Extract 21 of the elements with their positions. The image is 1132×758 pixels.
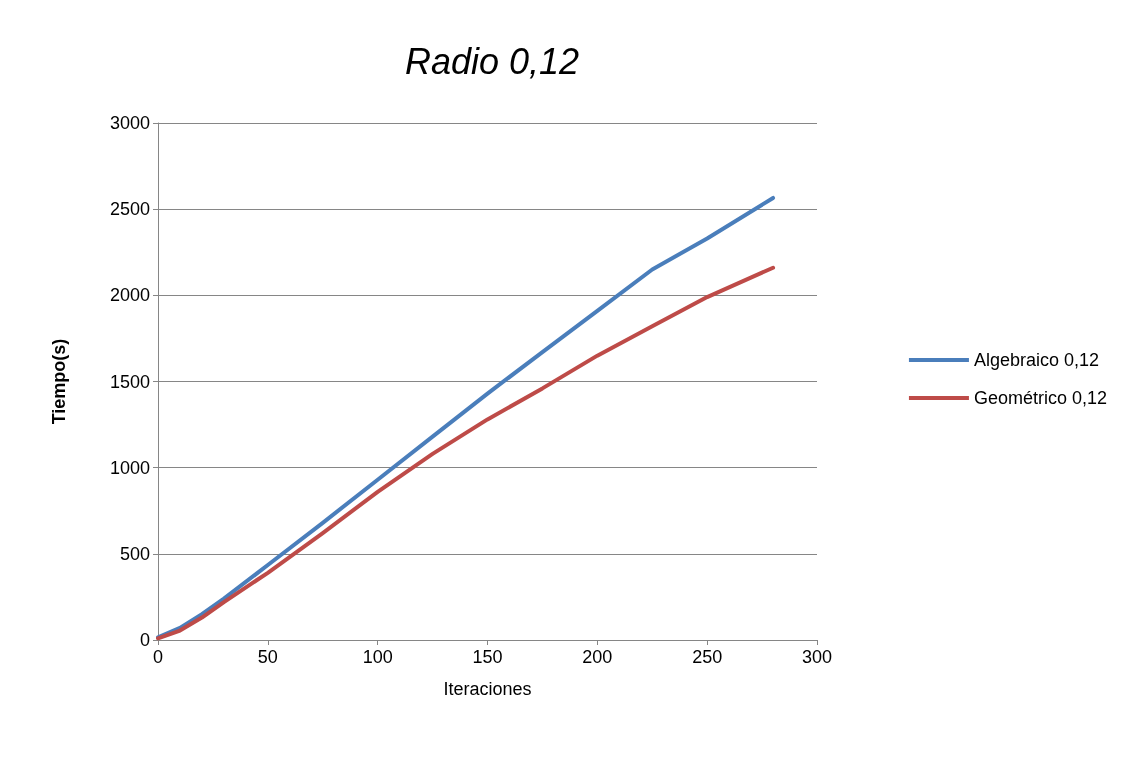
- line-series: [156, 195, 776, 640]
- y-tick-label: 3000: [109, 113, 150, 133]
- legend-label: Geométrico 0,12: [973, 388, 1108, 408]
- y-tick-label: 0: [139, 630, 150, 650]
- x-tick-label: 300: [801, 647, 833, 667]
- x-tick-label: 100: [362, 647, 393, 667]
- y-tick-label: 2000: [109, 285, 150, 306]
- legend-label: Algebraico 0,12: [973, 350, 1100, 370]
- x-tick-label: 200: [582, 647, 613, 667]
- y-tick-label: 1500: [109, 371, 150, 392]
- y-tick-label: 1000: [109, 457, 150, 478]
- x-tick-label: 0: [152, 647, 164, 667]
- x-tick-label: 50: [257, 647, 278, 667]
- chart-title: Radio 0,12: [404, 40, 580, 82]
- y-tick-label: 2500: [109, 199, 150, 220]
- x-axis-title: Iteraciones: [443, 679, 532, 699]
- y-tick-label: 500: [119, 543, 150, 564]
- x-tick-label: 250: [692, 647, 723, 667]
- line-series: [156, 265, 776, 641]
- x-tick-label: 150: [472, 647, 503, 667]
- y-axis-title: Tiempo(s): [49, 338, 69, 425]
